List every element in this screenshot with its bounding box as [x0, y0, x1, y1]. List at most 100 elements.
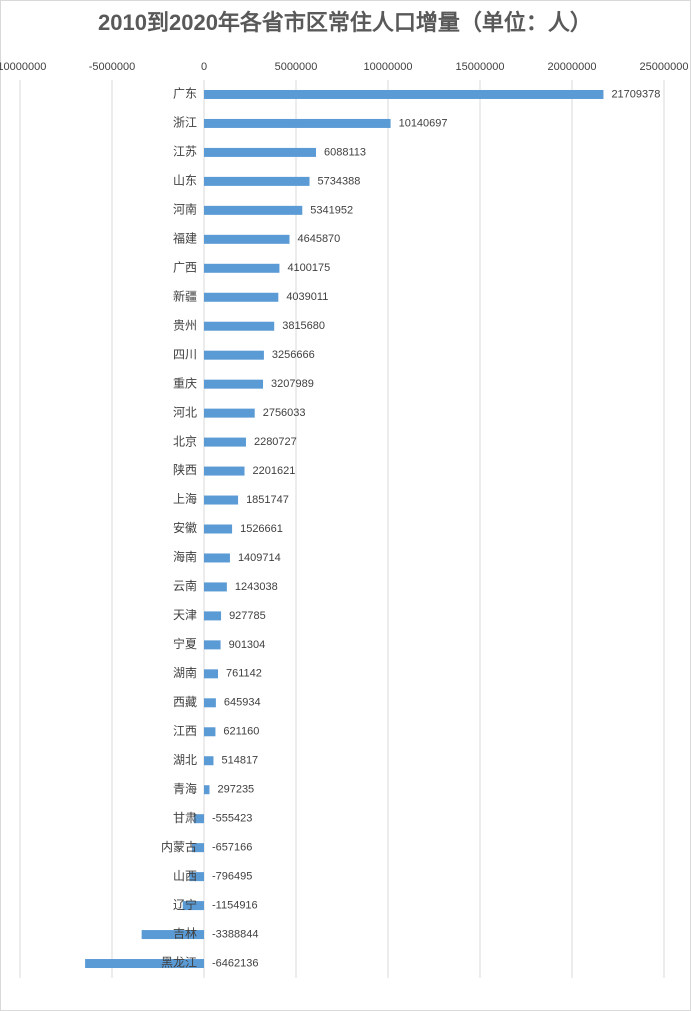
bar: [191, 843, 204, 853]
category-label: 天津: [173, 608, 197, 622]
value-label: 3256666: [272, 349, 315, 361]
value-label: 645934: [224, 697, 261, 709]
value-label: -555423: [212, 813, 252, 825]
category-label: 甘肃: [173, 811, 197, 825]
bar: [204, 292, 279, 302]
category-label: 浙江: [173, 116, 197, 130]
value-label: 5341952: [310, 204, 353, 216]
value-label: 4645870: [297, 233, 340, 245]
category-label: 广西: [173, 260, 197, 274]
bar: [204, 321, 275, 331]
category-label: 江西: [173, 724, 197, 738]
bar: [204, 147, 317, 157]
value-label: 4039011: [286, 291, 328, 303]
category-label: 云南: [173, 578, 197, 593]
x-tick-label: -10000000: [0, 61, 46, 73]
bar: [204, 669, 219, 679]
value-label: 621160: [223, 726, 259, 738]
value-label: 927785: [229, 610, 266, 622]
value-label: -796495: [212, 871, 252, 883]
bar: [204, 176, 310, 186]
bar: [204, 727, 216, 737]
bar: [204, 118, 391, 128]
category-label: 海南: [173, 549, 197, 564]
category-label: 四川: [173, 347, 197, 361]
value-label: 5734388: [318, 175, 361, 187]
bar: [204, 234, 290, 244]
value-label: 297235: [217, 784, 254, 796]
category-label: 上海: [173, 491, 197, 506]
category-label: 新疆: [173, 288, 197, 303]
value-label: 901304: [229, 639, 266, 651]
bar: [85, 959, 204, 969]
category-label: 湖南: [173, 665, 197, 680]
category-label: 宁夏: [173, 636, 197, 651]
value-label: 2756033: [263, 407, 306, 419]
bar: [204, 350, 264, 360]
bar: [204, 582, 227, 592]
value-label: -3388844: [212, 928, 259, 940]
bar: [204, 640, 221, 650]
bar: [204, 466, 245, 476]
value-label: 3815680: [282, 320, 325, 332]
value-label: 761142: [226, 668, 262, 680]
category-label: 安徽: [173, 520, 197, 535]
category-label: 河南: [173, 202, 197, 217]
value-label: 21709378: [611, 88, 660, 100]
category-label: 西藏: [173, 695, 197, 709]
x-tick-label: 20000000: [548, 61, 597, 73]
category-label: 内蒙古: [161, 839, 197, 854]
category-label: 江苏: [173, 145, 197, 159]
value-label: 3207989: [271, 378, 314, 390]
category-label: 山东: [173, 174, 197, 188]
value-label: 4100175: [287, 262, 330, 274]
x-tick-label: 0: [201, 61, 207, 73]
value-label: 1409714: [238, 552, 281, 564]
value-label: 1243038: [235, 581, 278, 593]
bar: [204, 756, 214, 766]
bar: [204, 553, 230, 563]
value-label: -657166: [212, 842, 252, 854]
bar: [204, 437, 246, 447]
category-label: 湖北: [173, 752, 197, 767]
bar: [204, 785, 210, 795]
bar: [182, 901, 204, 911]
category-label: 青海: [173, 781, 197, 796]
value-label: 2280727: [254, 436, 297, 448]
value-label: 2201621: [253, 465, 296, 477]
category-label: 重庆: [173, 376, 197, 390]
x-tick-label: 25000000: [640, 61, 689, 73]
bar: [204, 205, 303, 215]
value-label: 10140697: [399, 117, 448, 129]
bar: [204, 495, 239, 505]
x-tick-label: 10000000: [364, 61, 413, 73]
x-tick-label: 15000000: [456, 61, 505, 73]
bar: [193, 814, 204, 824]
category-label: 广东: [173, 87, 197, 101]
category-label: 吉林: [173, 927, 197, 941]
category-label: 贵州: [173, 318, 197, 332]
bar: [204, 698, 216, 708]
category-label: 黑龙江: [161, 956, 197, 970]
bar: [204, 611, 222, 621]
value-label: -1154916: [212, 899, 258, 911]
x-tick-label: 5000000: [275, 61, 318, 73]
category-label: 辽宁: [173, 897, 197, 912]
bar: [204, 379, 264, 389]
value-label: 514817: [221, 755, 258, 767]
bar: [189, 872, 204, 882]
bar: [204, 524, 233, 534]
bar: [141, 930, 204, 940]
x-tick-label: -5000000: [89, 61, 136, 73]
category-label: 福建: [173, 230, 197, 245]
chart-title: 2010到2020年各省市区常住人口增量（单位：人）: [98, 10, 592, 35]
value-label: 1851747: [246, 494, 289, 506]
category-label: 山西: [173, 869, 197, 883]
bar: [204, 408, 255, 418]
value-label: 6088113: [324, 146, 366, 158]
bar: [204, 263, 280, 273]
bar: [204, 89, 604, 99]
value-label: -6462136: [212, 957, 259, 969]
